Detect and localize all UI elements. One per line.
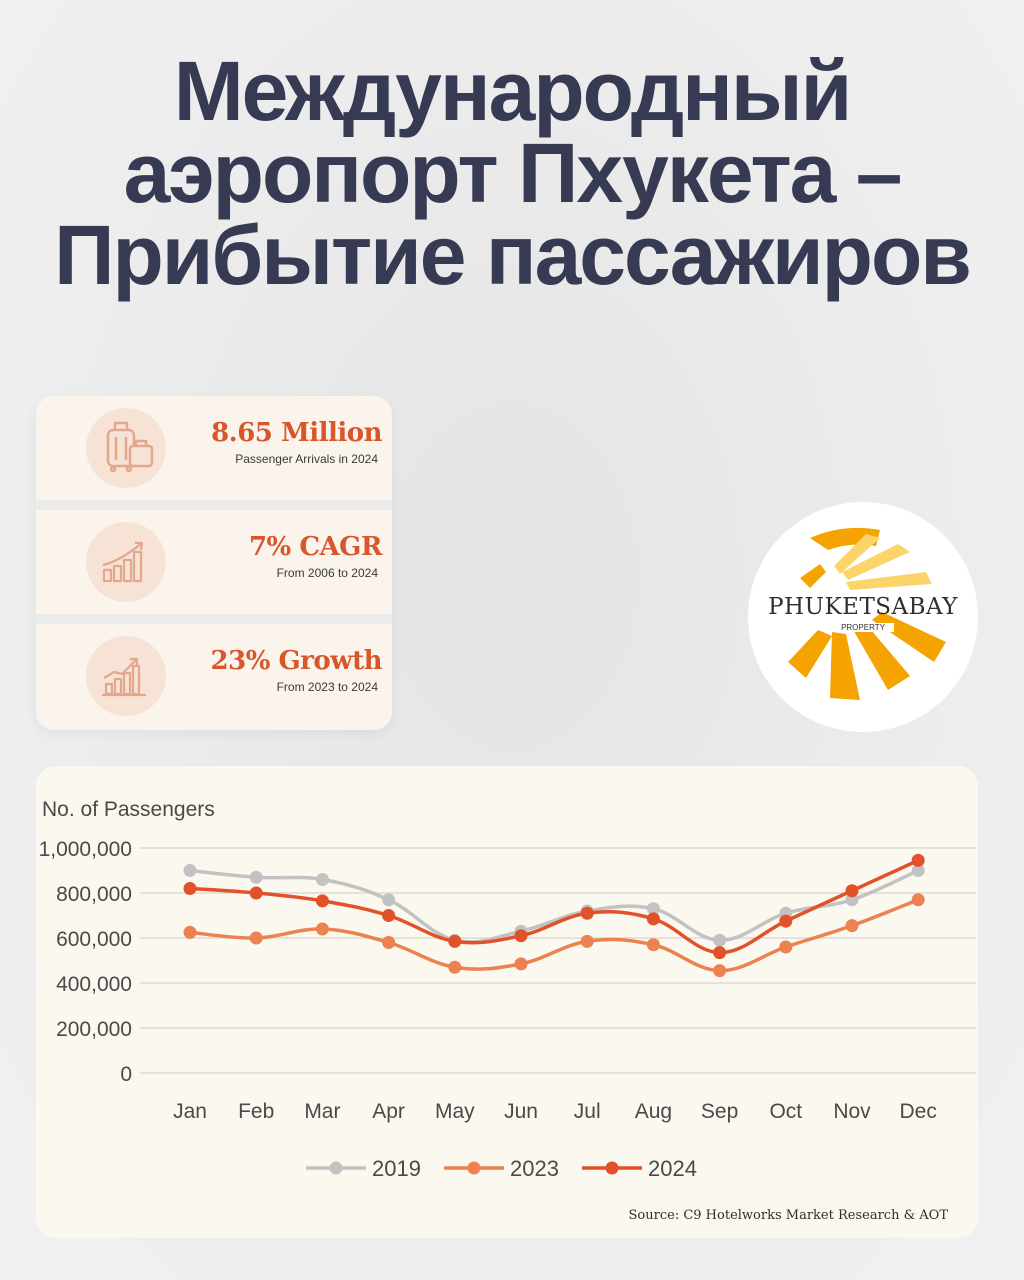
data-point-2023 bbox=[315, 922, 329, 936]
luggage-icon bbox=[86, 408, 166, 488]
page-title: Международный аэропорт Пхукета – Прибыти… bbox=[0, 44, 1024, 302]
x-tick-label: Nov bbox=[833, 1100, 871, 1123]
data-point-2024 bbox=[845, 884, 859, 898]
data-point-2024 bbox=[779, 914, 793, 928]
chart-card: No. of Passengers 0 200,000 400,000 600,000 8… bbox=[36, 766, 978, 1238]
y-tick-label: 400,000 bbox=[56, 973, 132, 996]
trend-growth-icon bbox=[86, 636, 166, 716]
title-line-3: Прибытие пассажиров bbox=[54, 208, 972, 302]
legend-marker-2024 bbox=[605, 1161, 619, 1175]
data-point-2023 bbox=[911, 893, 925, 907]
data-point-2024 bbox=[580, 906, 594, 920]
stat-label: From 2006 to 2024 bbox=[276, 566, 378, 580]
data-point-2024 bbox=[713, 946, 727, 960]
title-line-2: аэропорт Пхукета – bbox=[123, 126, 903, 220]
data-point-2023 bbox=[382, 936, 396, 949]
x-tick-label: Mar bbox=[304, 1100, 340, 1123]
y-tick-label: 1,000,000 bbox=[39, 838, 132, 861]
series-line-2019 bbox=[189, 868, 919, 944]
stat-value: 23% Growth bbox=[210, 646, 383, 676]
sun-rays-icon bbox=[788, 527, 946, 700]
stat-cagr: 7% CAGR From 2006 to 2024 bbox=[36, 510, 392, 614]
legend-marker-2019 bbox=[329, 1161, 343, 1175]
chart-source: Source: C9 Hotelworks Market Research & … bbox=[628, 1208, 948, 1223]
series-line-2024 bbox=[189, 858, 919, 955]
data-point-2023 bbox=[514, 957, 528, 971]
data-point-2024 bbox=[249, 886, 263, 900]
x-tick-label: Jul bbox=[574, 1100, 601, 1123]
x-tick-label: May bbox=[435, 1100, 475, 1123]
data-point-2024 bbox=[911, 853, 925, 867]
x-tick-label: Dec bbox=[900, 1100, 937, 1123]
y-axis-label: No. of Passengers bbox=[42, 798, 215, 821]
data-point-2023 bbox=[249, 931, 263, 945]
divider bbox=[36, 614, 392, 624]
divider bbox=[36, 500, 392, 510]
x-tick-label: Jan bbox=[173, 1100, 207, 1123]
x-tick-label: Sep bbox=[701, 1100, 738, 1123]
data-point-2023 bbox=[580, 934, 594, 948]
x-tick-label: Oct bbox=[769, 1100, 802, 1123]
legend-label-2024: 2024 bbox=[648, 1156, 697, 1181]
stat-growth: 23% Growth From 2023 to 2024 bbox=[36, 624, 392, 728]
x-tick-label: Jun bbox=[504, 1100, 538, 1123]
stats-panel: 8.65 Million Passenger Arrivals in 2024 … bbox=[36, 396, 392, 730]
x-tick-label: Apr bbox=[372, 1100, 405, 1123]
data-point-2024 bbox=[382, 909, 396, 922]
data-point-2019 bbox=[249, 870, 263, 884]
data-point-2024 bbox=[448, 934, 462, 948]
y-tick-label: 800,000 bbox=[56, 883, 132, 906]
data-point-2019 bbox=[382, 893, 396, 907]
logo-subtitle: PROPERTY bbox=[832, 623, 894, 632]
data-point-2019 bbox=[911, 864, 925, 877]
data-point-2019 bbox=[183, 864, 197, 877]
data-point-2019 bbox=[646, 902, 660, 916]
legend-marker-2023 bbox=[467, 1161, 481, 1175]
data-point-2019 bbox=[713, 933, 727, 947]
data-point-2023 bbox=[448, 960, 462, 974]
legend-label-2019: 2019 bbox=[372, 1156, 421, 1181]
title-line-1: Международный bbox=[173, 44, 853, 138]
data-point-2023 bbox=[779, 940, 793, 954]
logo: PHUKETSABAY PROPERTY bbox=[748, 502, 978, 732]
data-point-2019 bbox=[845, 893, 859, 907]
line-chart: No. of Passengers 0 200,000 400,000 600,000 8… bbox=[39, 798, 976, 1181]
data-point-2024 bbox=[315, 894, 329, 908]
data-point-2023 bbox=[646, 938, 660, 952]
logo-name: PHUKETSABAY bbox=[768, 594, 958, 620]
bar-growth-icon bbox=[86, 522, 166, 602]
stat-label: From 2023 to 2024 bbox=[276, 680, 378, 694]
legend-label-2023: 2023 bbox=[510, 1156, 559, 1181]
stat-arrivals: 8.65 Million Passenger Arrivals in 2024 bbox=[36, 396, 392, 500]
y-tick-label: 600,000 bbox=[56, 928, 132, 951]
data-point-2024 bbox=[646, 912, 660, 926]
y-tick-label: 0 bbox=[120, 1063, 132, 1086]
data-point-2019 bbox=[315, 873, 329, 886]
data-point-2023 bbox=[183, 925, 197, 939]
data-point-2024 bbox=[183, 882, 197, 895]
x-tick-label: Feb bbox=[238, 1100, 274, 1123]
stat-label: Passenger Arrivals in 2024 bbox=[235, 452, 378, 466]
stat-value: 8.65 Million bbox=[211, 418, 382, 448]
data-point-2024 bbox=[514, 929, 528, 943]
x-tick-label: Aug bbox=[635, 1100, 672, 1123]
stat-value: 7% CAGR bbox=[248, 532, 383, 562]
data-point-2023 bbox=[713, 964, 727, 978]
y-tick-label: 200,000 bbox=[56, 1018, 132, 1041]
data-point-2023 bbox=[845, 919, 859, 933]
